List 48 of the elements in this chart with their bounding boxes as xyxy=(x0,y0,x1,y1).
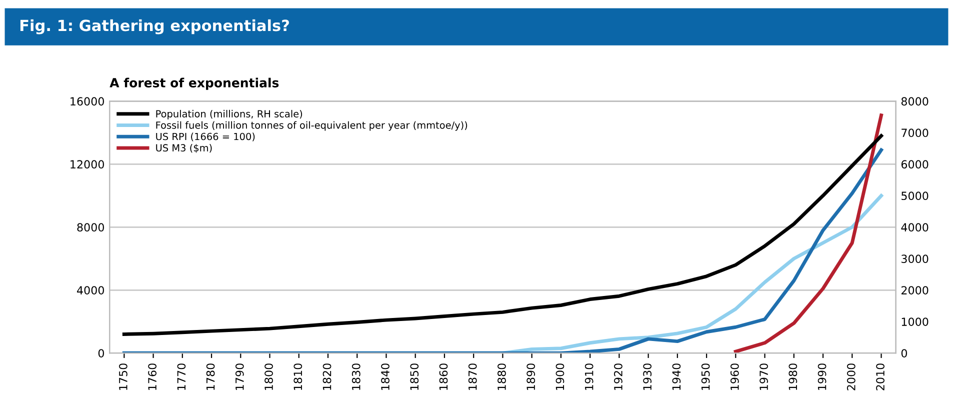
legend-label: Population (millions, RH scale) xyxy=(156,110,302,120)
x-tick-label: 1920 xyxy=(614,364,622,390)
chart-title: Fig. 1: Gathering exponentials? xyxy=(20,19,289,34)
x-tick-label: 2010 xyxy=(876,364,884,390)
x-tick-label: 1850 xyxy=(410,364,419,390)
y-tick-label: 4000 xyxy=(77,286,104,295)
legend-label: Fossil fuels (million tonnes of oil-equivalent per year (mmtoe/y)) xyxy=(156,121,468,131)
x-tick-label: 1870 xyxy=(468,364,477,390)
x-tick-label: 1840 xyxy=(381,364,390,390)
x-tick-label: 1800 xyxy=(264,364,273,390)
x-tick-label: 1990 xyxy=(818,364,826,390)
y2-tick-label: 2000 xyxy=(901,286,928,295)
y2-tick-label: 5000 xyxy=(902,192,928,200)
x-tick-label: 1930 xyxy=(643,364,652,390)
x-tick-label: 1950 xyxy=(701,364,710,390)
y2-tick-label: 3000 xyxy=(902,254,928,264)
x-tick-label: 1960 xyxy=(730,364,739,390)
x-tick-label: 1970 xyxy=(760,364,768,390)
x-tick-label: 1940 xyxy=(672,364,681,390)
y2-tick-label: 1000 xyxy=(902,318,928,326)
y2-tick-label: 0 xyxy=(901,349,908,358)
x-tick-label: 1890 xyxy=(526,364,536,390)
x-tick-label: 1980 xyxy=(788,364,798,390)
x-tick-label: 1830 xyxy=(352,364,360,390)
y-tick-label: 0 xyxy=(98,349,104,358)
x-tick-label: 2000 xyxy=(846,364,856,390)
x-tick-label: 1770 xyxy=(177,364,186,390)
y2-tick-label: 8000 xyxy=(901,97,928,106)
y2-tick-label: 7000 xyxy=(902,128,928,138)
line-series xyxy=(734,114,883,354)
x-tick-label: 1790 xyxy=(235,364,244,390)
x-tick-label: 1900 xyxy=(556,364,564,390)
x-tick-label: 1760 xyxy=(148,364,156,390)
x-tick-label: 1780 xyxy=(206,364,215,390)
x-tick-label: 1820 xyxy=(322,364,332,390)
x-tick-label: 1860 xyxy=(439,364,448,390)
y2-tick-label: 4000 xyxy=(901,223,928,232)
chart-subtitle: A forest of exponentials xyxy=(110,78,279,90)
x-tick-label: 1910 xyxy=(584,364,594,390)
legend-label: US RPI (1666 = 100) xyxy=(156,132,255,142)
y2-tick-label: 6000 xyxy=(901,160,928,169)
y-tick-label: 16000 xyxy=(70,97,104,106)
y-tick-label: 12000 xyxy=(70,160,104,169)
legend-label: US M3 ($m) xyxy=(156,144,212,153)
x-tick-label: 1810 xyxy=(294,364,302,390)
y-tick-label: 8000 xyxy=(77,223,104,232)
x-tick-label: 1750 xyxy=(118,364,128,390)
x-tick-label: 1880 xyxy=(498,364,506,390)
